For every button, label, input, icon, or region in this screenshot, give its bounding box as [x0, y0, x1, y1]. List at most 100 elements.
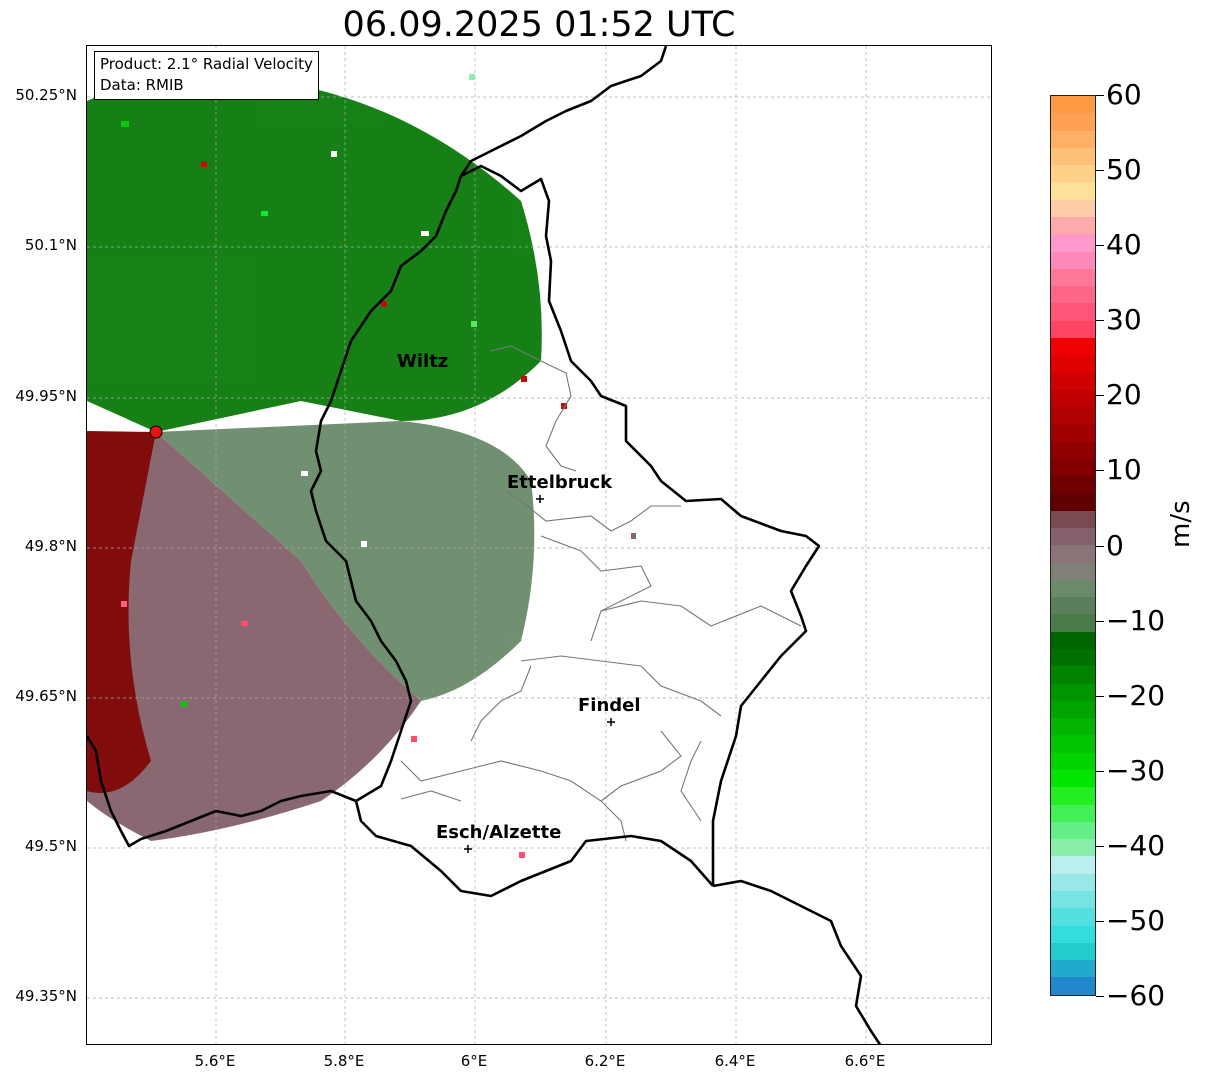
city-label-ettelbruck: Ettelbruck — [507, 472, 613, 493]
colorbar-segment — [1051, 718, 1095, 736]
map-title: 06.09.2025 01:52 UTC — [342, 5, 736, 45]
echo-inbound-west — [87, 431, 156, 793]
colorbar-segment — [1051, 579, 1095, 598]
colorbar-tick — [1096, 620, 1104, 622]
colorbar-segment — [1051, 130, 1095, 148]
colorbar-tick-label: −40 — [1106, 828, 1166, 862]
lon-label-5-8: 5.8°E — [323, 1052, 365, 1070]
colorbar — [1050, 95, 1096, 996]
colorbar-segment — [1051, 873, 1095, 891]
colorbar-segment — [1051, 597, 1095, 615]
data-source-label: Data: RMIB — [100, 76, 184, 94]
colorbar-tick — [1096, 996, 1104, 997]
colorbar-segment — [1051, 165, 1095, 183]
product-label: Product: 2.1° Radial Velocity — [100, 55, 313, 73]
radar-map[interactable]: Wiltz Ettelbruck Findel Esch/Alzette — [86, 45, 992, 1045]
city-label-findel: Findel — [578, 695, 641, 716]
colorbar-tick-label: −10 — [1106, 603, 1166, 637]
colorbar-segment — [1051, 700, 1095, 719]
colorbar-tick — [1096, 920, 1104, 922]
colorbar-segment — [1051, 372, 1095, 390]
lat-label-49-5: 49.5°N — [24, 837, 77, 855]
colorbar-tick — [1096, 695, 1104, 697]
colorbar-tick — [1096, 320, 1104, 322]
colorbar-segment — [1051, 199, 1095, 217]
colorbar-segment — [1051, 925, 1095, 943]
colorbar-segment — [1051, 683, 1095, 701]
colorbar-segment — [1051, 458, 1095, 477]
colorbar-segment — [1051, 268, 1095, 287]
colorbar-segment — [1051, 649, 1095, 667]
colorbar-segment — [1051, 528, 1095, 546]
colorbar-tick — [1096, 95, 1104, 96]
lon-label-6: 6°E — [460, 1052, 488, 1070]
lon-label-6-2: 6.2°E — [584, 1052, 626, 1070]
colorbar-segment — [1051, 320, 1095, 338]
product-info-box: Product: 2.1° Radial Velocity Data: RMIB — [94, 51, 319, 100]
colorbar-segment — [1051, 286, 1095, 304]
colorbar-tick-label: −60 — [1106, 979, 1166, 1012]
echo-speckles — [121, 74, 636, 858]
canton-boundaries — [400, 345, 802, 842]
lat-label-50-1: 50.1°N — [24, 236, 77, 254]
national-borders — [87, 46, 882, 1044]
colorbar-segment — [1051, 407, 1095, 425]
echo-outbound-north — [87, 81, 542, 432]
colorbar-tick — [1096, 470, 1104, 472]
colorbar-segment — [1051, 545, 1095, 563]
colorbar-segment — [1051, 216, 1095, 235]
colorbar-segment — [1051, 510, 1095, 529]
colorbar-segment — [1051, 113, 1095, 131]
colorbar-segment — [1051, 821, 1095, 840]
colorbar-segment — [1051, 839, 1095, 857]
city-label-esch: Esch/Alzette — [436, 822, 562, 843]
colorbar-tick-label: 40 — [1106, 228, 1142, 262]
colorbar-segment — [1051, 666, 1095, 684]
lat-label-50-25: 50.25°N — [15, 86, 77, 104]
colorbar-tick — [1096, 395, 1104, 397]
colorbar-segment — [1051, 804, 1095, 822]
colorbar-tick-label: −50 — [1106, 903, 1166, 937]
colorbar-segment — [1051, 631, 1095, 649]
colorbar-tick-label: −20 — [1106, 678, 1166, 712]
colorbar-tick-label: 30 — [1106, 303, 1142, 337]
colorbar-tick-label: −30 — [1106, 753, 1166, 787]
colorbar-segment — [1051, 890, 1095, 909]
radar-site-marker — [149, 425, 163, 439]
colorbar-segment — [1051, 562, 1095, 580]
colorbar-segment — [1051, 234, 1095, 252]
colorbar-segment — [1051, 787, 1095, 805]
lat-label-49-65: 49.65°N — [15, 687, 77, 705]
colorbar-tick-label: 50 — [1106, 153, 1142, 187]
colorbar-tick — [1096, 845, 1104, 847]
colorbar-segment — [1051, 942, 1095, 961]
colorbar-segment — [1051, 908, 1095, 926]
colorbar-segment — [1051, 251, 1095, 269]
colorbar-segment — [1051, 960, 1095, 978]
colorbar-segment — [1051, 96, 1095, 114]
lat-label-49-35: 49.35°N — [15, 987, 77, 1005]
lat-label-49-95: 49.95°N — [15, 387, 77, 405]
lat-label-49-8: 49.8°N — [24, 537, 77, 555]
colorbar-segment — [1051, 147, 1095, 166]
colorbar-tick-label: 20 — [1106, 378, 1142, 412]
colorbar-segment — [1051, 769, 1095, 788]
city-label-wiltz: Wiltz — [397, 351, 449, 372]
colorbar-segment — [1051, 476, 1095, 494]
colorbar-tick — [1096, 545, 1104, 547]
lon-label-5-6: 5.6°E — [194, 1052, 236, 1070]
echo-neutral-pink — [87, 432, 421, 841]
colorbar-tick-label: 10 — [1106, 453, 1142, 487]
colorbar-tick-label: 0 — [1106, 528, 1124, 562]
colorbar-segment — [1051, 303, 1095, 321]
colorbar-segment — [1051, 337, 1095, 356]
colorbar-segment — [1051, 856, 1095, 874]
colorbar-segment — [1051, 355, 1095, 373]
colorbar-segment — [1051, 424, 1095, 442]
colorbar-tick — [1096, 170, 1104, 172]
lon-label-6-6: 6.6°E — [844, 1052, 886, 1070]
colorbar-tick — [1096, 770, 1104, 772]
colorbar-segment — [1051, 493, 1095, 511]
city-markers — [464, 495, 615, 853]
colorbar-unit-label: m/s — [1166, 500, 1196, 548]
